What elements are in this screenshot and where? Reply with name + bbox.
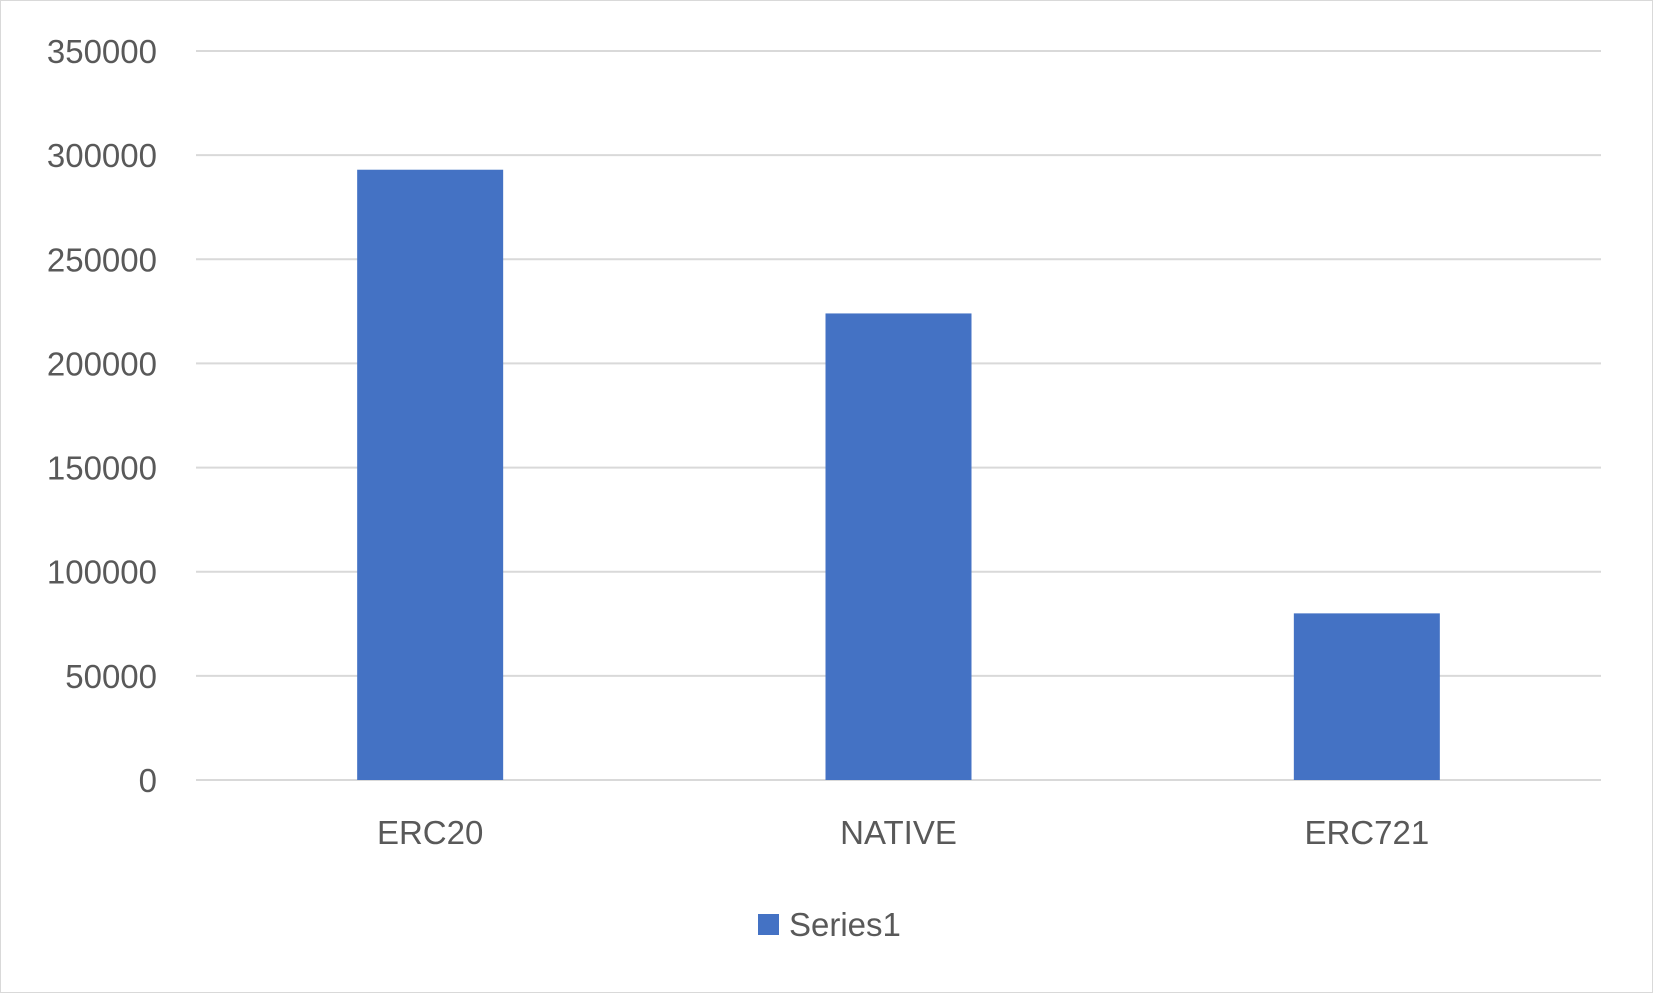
legend-swatch-series1: [758, 914, 779, 935]
y-tick-label: 100000: [47, 554, 157, 591]
y-tick-label: 350000: [47, 33, 157, 70]
y-tick-label: 200000: [47, 345, 157, 382]
x-category-label: NATIVE: [840, 814, 957, 851]
bars: [357, 169, 1440, 781]
legend: Series1: [758, 906, 901, 943]
y-tick-label: 250000: [47, 241, 157, 278]
x-axis-category-labels: ERC20 NATIVE ERC721: [377, 814, 1429, 851]
y-tick-label: 50000: [65, 658, 157, 695]
x-category-label: ERC20: [377, 814, 483, 851]
legend-label-series1: Series1: [789, 906, 901, 943]
x-category-label: ERC721: [1304, 814, 1429, 851]
y-tick-label: 150000: [47, 450, 157, 487]
y-tick-label: 300000: [47, 137, 157, 174]
bar-erc721: [1293, 613, 1440, 780]
y-axis-tick-labels: 0 50000 100000 150000 200000 250000 300000 3500…: [47, 33, 157, 799]
bar-native: [825, 313, 972, 780]
y-tick-label: 0: [139, 762, 157, 799]
bar-erc20: [357, 169, 504, 781]
